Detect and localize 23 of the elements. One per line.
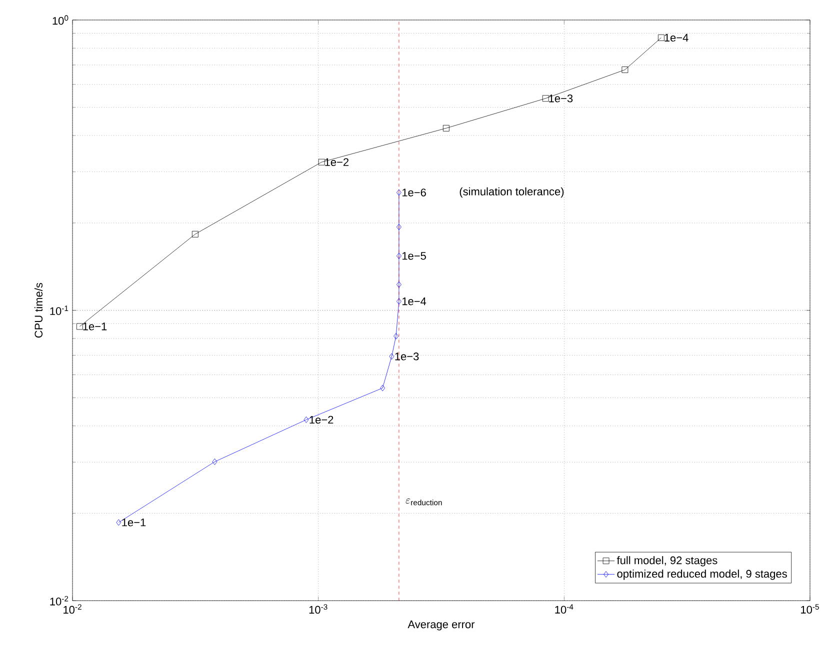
x-axis-title: Average error	[408, 620, 475, 630]
x-tick-label: 10$^{-3}$	[309, 604, 328, 614]
annotation: 1e−1	[83, 322, 107, 330]
y-tick-label: 10$^{0}$	[52, 15, 68, 25]
y-axis-title: CPU time/s	[34, 282, 43, 338]
annotation: 1e−2	[325, 158, 349, 166]
ref-line-label: $\varepsilon_{\mathrm{reduction}}$	[406, 498, 442, 506]
annotation: 1e−3	[395, 352, 419, 360]
annotation: 1e−6	[402, 188, 426, 196]
y-tick-label: 10$^{-1}$	[50, 306, 68, 316]
annotation: 1e−2	[310, 416, 334, 424]
x-tick-label: 10$^{-5}$	[801, 604, 819, 614]
annotation: 1e−1	[122, 518, 146, 526]
legend-label: full model, 92 stages	[616, 556, 718, 566]
legend-label: optimized reduced model, 9 stages	[617, 570, 787, 580]
annotation: 1e−5	[402, 252, 426, 260]
x-tick-label: 10$^{-4}$	[555, 604, 574, 614]
annotation: 1e−4	[402, 298, 426, 306]
annotation: 1e−3	[549, 94, 573, 102]
annotation: 1e−4	[664, 34, 688, 42]
x-tick-label: 10$^{-2}$	[64, 604, 82, 614]
y-tick-label: 10$^{-2}$	[50, 596, 68, 606]
annotation: (simulation tolerance)	[460, 187, 564, 198]
